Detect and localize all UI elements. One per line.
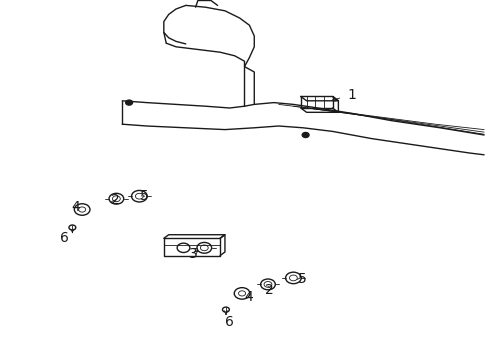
Text: 5: 5 [140, 189, 148, 203]
Text: 4: 4 [244, 290, 252, 304]
Text: 2: 2 [110, 193, 119, 207]
Circle shape [125, 100, 132, 105]
Text: 6: 6 [60, 231, 69, 244]
Text: 3: 3 [188, 247, 197, 261]
Text: 5: 5 [297, 272, 306, 286]
Text: 1: 1 [347, 89, 356, 102]
Text: 4: 4 [71, 200, 80, 214]
Circle shape [302, 132, 308, 138]
Text: 2: 2 [264, 283, 273, 297]
Text: 6: 6 [225, 315, 234, 329]
